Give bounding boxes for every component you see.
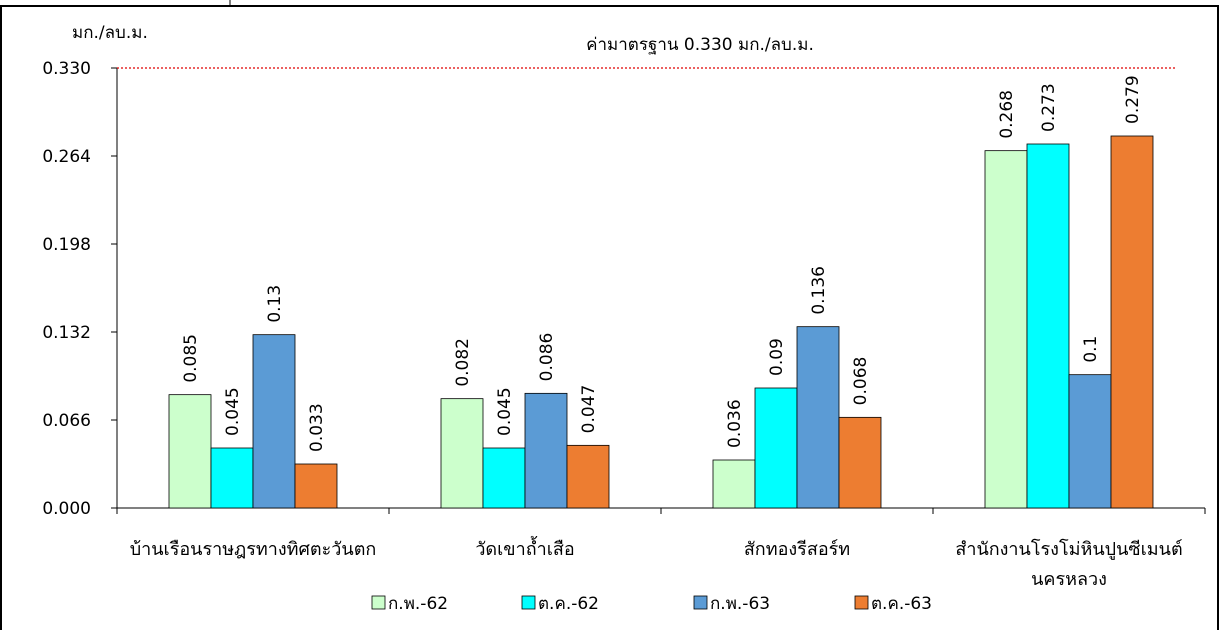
y-tick-label: 0.330 — [42, 59, 91, 79]
data-label: 0.09 — [767, 338, 787, 376]
bar — [1110, 135, 1154, 509]
data-label: 0.045 — [223, 387, 243, 436]
legend-swatch — [371, 595, 386, 610]
data-label: 0.036 — [725, 399, 745, 448]
data-label: 0.13 — [265, 285, 285, 323]
bar — [294, 463, 338, 509]
bar — [754, 387, 798, 509]
data-label: 0.279 — [1123, 75, 1143, 124]
data-label: 0.068 — [851, 357, 871, 406]
bar — [168, 394, 212, 509]
bar — [838, 416, 882, 509]
data-label: 0.082 — [453, 338, 473, 387]
y-tick-label: 0.132 — [42, 323, 91, 343]
y-tick-label: 0.264 — [42, 147, 91, 167]
data-label: 0.045 — [495, 387, 515, 436]
y-unit-label: มก./ลบ.ม. — [72, 23, 148, 43]
legend-label: ก.พ.-63 — [710, 594, 770, 614]
data-label: 0.273 — [1039, 83, 1059, 132]
y-tick-label: 0.000 — [42, 499, 91, 519]
legend-swatch — [521, 595, 536, 610]
y-tick-label: 0.198 — [42, 235, 91, 255]
x-category-label: สำนักงานโรงโม่หินปูนซีเมนต์ — [955, 538, 1182, 560]
data-label: 0.136 — [809, 266, 829, 315]
plot-area: 0.000 0.066 0.132 0.198 0.264 0.330 0.085 0.045… — [42, 59, 1206, 590]
bar — [566, 444, 610, 509]
bar — [252, 334, 296, 509]
data-label: 0.1 — [1081, 336, 1101, 363]
y-tick-label: 0.066 — [42, 411, 91, 431]
data-label: 0.033 — [307, 403, 327, 452]
legend-label: ต.ค.-63 — [871, 594, 932, 614]
x-category-label: นครหลวง — [1031, 569, 1107, 590]
legend-swatch — [693, 595, 708, 610]
legend-label: ต.ค.-62 — [538, 594, 599, 614]
bar — [1026, 143, 1070, 509]
data-label: 0.086 — [537, 333, 557, 382]
bar — [712, 459, 756, 509]
legend-swatch — [854, 595, 869, 610]
bar — [796, 326, 840, 509]
bar — [210, 447, 254, 509]
x-category-label: สักทองรีสอร์ท — [744, 539, 850, 560]
bar — [440, 398, 484, 509]
bar — [482, 447, 526, 509]
legend-label: ก.พ.-62 — [388, 594, 448, 614]
x-category-label: บ้านเรือนราษฎรทางทิศตะวันตก — [130, 539, 377, 560]
legend: ก.พ.-62 ต.ค.-62 ก.พ.-63 ต.ค.-63 — [371, 594, 932, 614]
data-label: 0.268 — [997, 90, 1017, 139]
bar — [1068, 374, 1112, 509]
data-label: 0.085 — [181, 334, 201, 383]
x-category-label: วัดเขาถ้ำเสือ — [475, 536, 574, 560]
data-label: 0.047 — [579, 385, 599, 434]
bar — [524, 392, 568, 509]
standard-label: ค่ามาตรฐาน 0.330 มก./ลบ.ม. — [586, 35, 814, 55]
bar — [984, 150, 1028, 509]
